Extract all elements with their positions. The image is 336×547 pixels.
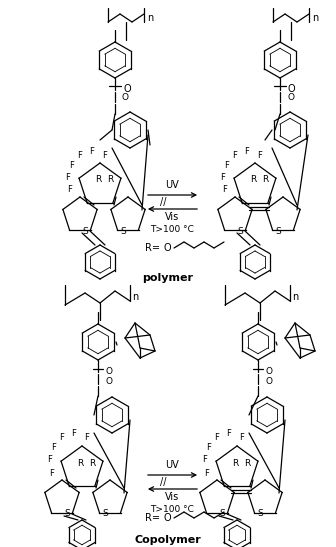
- Text: S: S: [64, 509, 70, 519]
- Text: UV: UV: [165, 180, 179, 190]
- Text: F: F: [72, 429, 76, 439]
- Text: R: R: [95, 176, 101, 184]
- Text: Copolymer: Copolymer: [135, 535, 201, 545]
- Text: R: R: [244, 458, 250, 468]
- Text: F: F: [85, 434, 89, 443]
- Text: F: F: [70, 160, 75, 170]
- Text: O: O: [123, 84, 131, 94]
- Text: S: S: [102, 509, 108, 519]
- Text: F: F: [48, 456, 52, 464]
- Text: F: F: [203, 456, 207, 464]
- Text: R: R: [232, 458, 238, 468]
- Text: F: F: [51, 444, 56, 452]
- Text: R: R: [250, 176, 256, 184]
- Text: F: F: [50, 468, 54, 478]
- Text: F: F: [59, 434, 65, 443]
- Text: O: O: [105, 368, 112, 376]
- Text: F: F: [68, 185, 73, 195]
- Text: R=: R=: [145, 243, 160, 253]
- Text: R: R: [77, 458, 83, 468]
- Text: O: O: [163, 243, 171, 253]
- Text: T>100 °C: T>100 °C: [150, 504, 194, 514]
- Text: R=: R=: [145, 513, 160, 523]
- Text: O: O: [163, 513, 171, 523]
- Text: O: O: [287, 94, 294, 102]
- Text: F: F: [66, 172, 71, 182]
- Text: n: n: [132, 292, 138, 302]
- Text: F: F: [222, 185, 227, 195]
- Text: O: O: [288, 84, 296, 94]
- Text: O: O: [265, 368, 272, 376]
- Text: F: F: [258, 150, 262, 160]
- Text: O: O: [105, 376, 112, 386]
- Text: F: F: [224, 160, 229, 170]
- Text: R: R: [107, 176, 113, 184]
- Text: n: n: [292, 292, 298, 302]
- Text: F: F: [233, 150, 238, 160]
- Text: F: F: [207, 444, 211, 452]
- Text: //: //: [160, 477, 166, 487]
- Text: F: F: [220, 172, 225, 182]
- Text: Vis: Vis: [165, 492, 179, 502]
- Text: T>100 °C: T>100 °C: [150, 224, 194, 234]
- Text: polymer: polymer: [142, 273, 194, 283]
- Text: F: F: [245, 147, 249, 155]
- Text: S: S: [120, 226, 126, 236]
- Text: //: //: [160, 197, 166, 207]
- Text: F: F: [205, 468, 209, 478]
- Text: F: F: [226, 429, 232, 439]
- Text: S: S: [237, 226, 243, 236]
- Text: F: F: [240, 434, 244, 443]
- Text: R: R: [89, 458, 95, 468]
- Text: F: F: [215, 434, 219, 443]
- Text: F: F: [90, 147, 94, 155]
- Text: R: R: [262, 176, 268, 184]
- Text: S: S: [219, 509, 225, 519]
- Text: Vis: Vis: [165, 212, 179, 222]
- Text: F: F: [102, 150, 108, 160]
- Text: S: S: [257, 509, 263, 519]
- Text: n: n: [147, 13, 153, 23]
- Text: O: O: [122, 94, 129, 102]
- Text: F: F: [78, 150, 82, 160]
- Text: n: n: [312, 13, 318, 23]
- Text: UV: UV: [165, 460, 179, 470]
- Text: S: S: [82, 226, 88, 236]
- Text: O: O: [265, 376, 272, 386]
- Text: S: S: [275, 226, 281, 236]
